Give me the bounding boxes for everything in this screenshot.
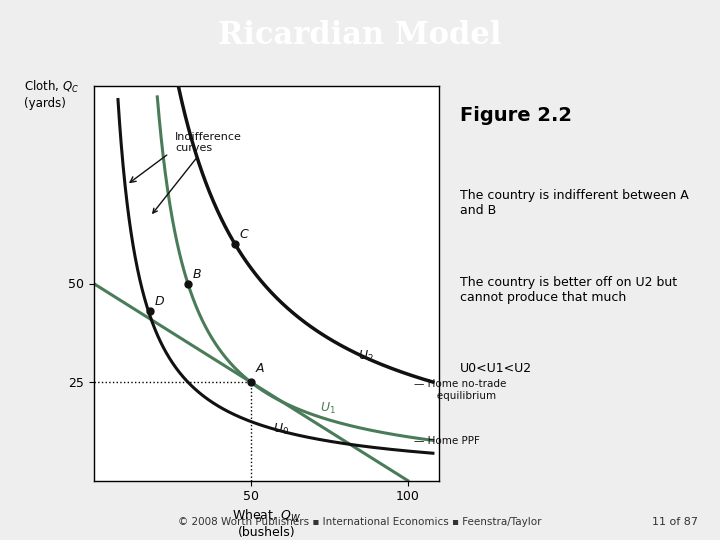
Text: C: C xyxy=(240,228,248,241)
Text: $U_1$: $U_1$ xyxy=(320,401,336,416)
Text: © 2008 Worth Publishers ▪ International Economics ▪ Feenstra/Taylor: © 2008 Worth Publishers ▪ International … xyxy=(179,517,541,528)
Text: U0<U1<U2: U0<U1<U2 xyxy=(459,362,532,375)
Text: D: D xyxy=(155,295,164,308)
Text: A: A xyxy=(256,362,264,375)
Text: B: B xyxy=(192,268,201,281)
Text: $U_2$: $U_2$ xyxy=(358,349,373,364)
Text: Cloth, $Q_C$
(yards): Cloth, $Q_C$ (yards) xyxy=(24,78,80,110)
Text: 11 of 87: 11 of 87 xyxy=(652,517,698,528)
Text: Figure 2.2: Figure 2.2 xyxy=(459,106,572,125)
Text: — Home PPF: — Home PPF xyxy=(414,436,480,446)
X-axis label: Wheat, $Q_W$
(bushels): Wheat, $Q_W$ (bushels) xyxy=(232,508,301,538)
Text: The country is indifferent between A
and B: The country is indifferent between A and… xyxy=(459,189,688,217)
Text: $U_0$: $U_0$ xyxy=(273,422,289,437)
Text: The country is better off on U2 but
cannot produce that much: The country is better off on U2 but cann… xyxy=(459,275,677,303)
Text: — Home no-trade
       equilibrium: — Home no-trade equilibrium xyxy=(414,379,506,401)
Text: Indifference
curves: Indifference curves xyxy=(153,132,242,213)
Text: Ricardian Model: Ricardian Model xyxy=(218,19,502,51)
